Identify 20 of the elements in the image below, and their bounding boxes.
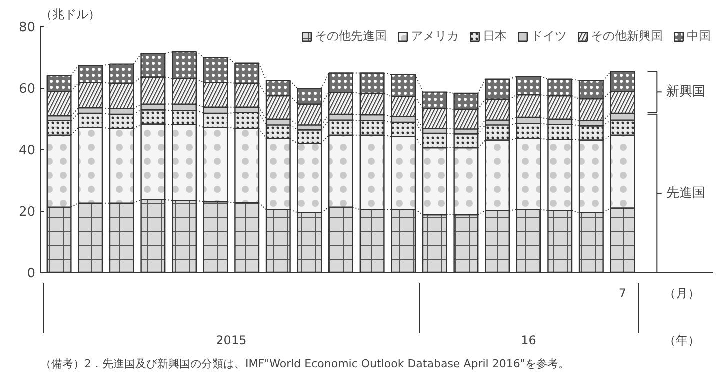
legend-label: 日本 bbox=[483, 28, 507, 45]
text: 16 bbox=[521, 334, 536, 348]
text: 2015 bbox=[216, 334, 247, 348]
y-tick-label: 60 bbox=[18, 82, 36, 97]
text: （年） bbox=[664, 334, 700, 348]
text: 先進国 bbox=[666, 186, 706, 201]
x-tick-label: 7 bbox=[618, 286, 627, 300]
legend-label: 中国 bbox=[687, 28, 711, 45]
legend-label: アメリカ bbox=[411, 28, 459, 45]
text: 新興国 bbox=[666, 84, 706, 100]
legend-label: ドイツ bbox=[531, 28, 567, 45]
y-tick-label: 40 bbox=[18, 144, 36, 158]
y-tick-label: 80 bbox=[18, 20, 36, 36]
y-axis-title: （兆ドル） bbox=[40, 8, 100, 22]
text: （備考）2．先進国及び新興国の分類は、IMF"World Economic Outlook Database April 2016"を参考。 bbox=[40, 358, 570, 370]
x-axis-title: （月） bbox=[664, 286, 700, 300]
legend-label: その他新興国 bbox=[591, 28, 663, 45]
y-tick-label: 0 bbox=[27, 266, 36, 282]
legend-label: その他先進国 bbox=[315, 28, 387, 45]
y-tick-label: 20 bbox=[18, 205, 36, 220]
